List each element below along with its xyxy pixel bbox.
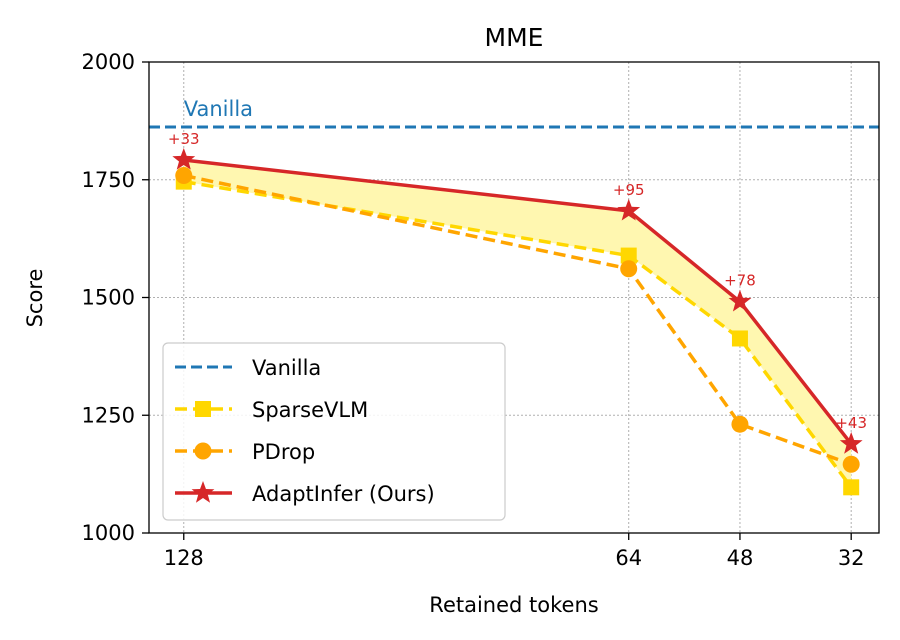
legend: Vanilla SparseVLM PDrop AdaptInfer (Ours) [162, 342, 506, 521]
legend-label-sparsevlm: SparseVLM [252, 398, 368, 422]
point-sparsevlm-32 [843, 479, 860, 496]
legend-marker-pdrop [194, 442, 212, 460]
plot-area: Vanilla +33 +95 +78 +43 128 64 48 32 1000 1250 1500… [82, 50, 880, 570]
point-sparsevlm-48 [731, 330, 748, 347]
legend-box [162, 342, 506, 521]
annotation-64: +95 [613, 181, 645, 199]
point-pdrop-64 [620, 260, 638, 278]
chart-title: MME [485, 23, 544, 52]
legend-marker-sparsevlm [195, 401, 211, 417]
y-tick-label-2000: 2000 [82, 50, 135, 74]
point-adaptinfer-ours-128 [172, 147, 196, 170]
y-tick-label-1250: 1250 [82, 403, 135, 427]
legend-label-pdrop: PDrop [252, 440, 315, 464]
point-pdrop-32 [842, 455, 860, 473]
x-tick-label-48: 48 [727, 546, 754, 570]
legend-label-adaptinfer-ours: AdaptInfer (Ours) [252, 482, 435, 506]
annotation-32: +43 [835, 414, 867, 432]
y-tick-label-1500: 1500 [82, 286, 135, 310]
point-sparsevlm-64 [620, 247, 637, 264]
legend-marker-adaptinfer-ours [191, 481, 215, 503]
legend-label-vanilla: Vanilla [252, 356, 321, 380]
series-line-adaptinfer-ours [183, 158, 853, 446]
x-tick-label-32: 32 [838, 546, 865, 570]
point-adaptinfer-ours-64 [617, 198, 641, 221]
y-axis-label: Score [23, 269, 47, 328]
annotation-48: +78 [724, 272, 756, 290]
vanilla-baseline-label: Vanilla [184, 97, 253, 121]
fill-between-area [183, 159, 852, 488]
point-adaptinfer-ours-32 [839, 431, 863, 454]
x-tick-label-64: 64 [615, 546, 642, 570]
x-axis-label: Retained tokens [429, 593, 598, 617]
series-line-pdrop [183, 173, 852, 466]
x-tick-label-128: 128 [164, 546, 204, 570]
point-pdrop-48 [731, 415, 749, 433]
y-tick-label-1750: 1750 [82, 168, 135, 192]
y-tick-label-1000: 1000 [82, 521, 135, 545]
series-line-sparsevlm [183, 179, 853, 489]
point-pdrop-128 [175, 167, 193, 185]
point-adaptinfer-ours-48 [728, 289, 752, 312]
annotation-128: +33 [168, 130, 200, 148]
